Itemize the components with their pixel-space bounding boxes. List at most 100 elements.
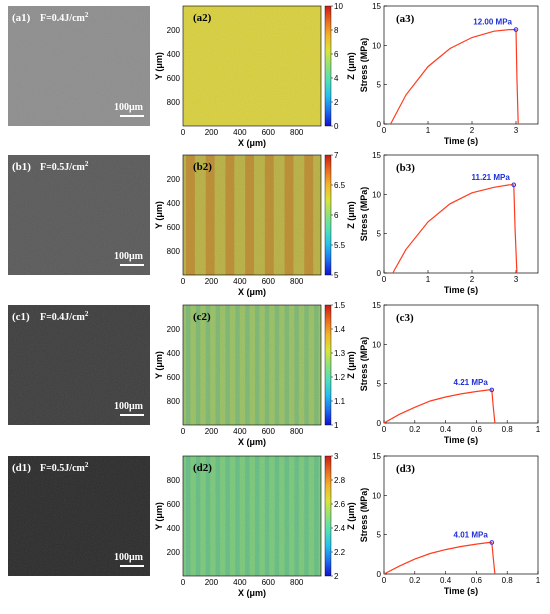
peak-value-label: 12.00 MPa xyxy=(473,18,512,27)
peak-value-label: 4.01 MPa xyxy=(454,530,489,539)
colorbar-tick-label: 2 xyxy=(334,572,339,581)
height-map-stripe xyxy=(186,305,191,425)
stress-x-axis-label: Time (s) xyxy=(444,285,478,295)
stress-plot-area xyxy=(383,455,539,575)
height-map-panel: (d2) 0 200 400 600 800 X (μm) 800 600 400 200 Y (μm… xyxy=(154,452,356,598)
map-x-tick-label: 200 xyxy=(205,578,219,587)
stress-y-axis-label: Stress (MPa) xyxy=(359,337,369,392)
sem-texture xyxy=(8,155,150,275)
map-x-tick-label: 0 xyxy=(181,427,186,436)
colorbar xyxy=(324,455,332,577)
height-map-stripe xyxy=(264,155,274,275)
height-map-stripe xyxy=(245,305,250,425)
stress-x-tick-label: 0.2 xyxy=(409,576,421,585)
scalebar xyxy=(120,115,144,117)
stress-x-tick-label: 0 xyxy=(382,576,387,585)
height-map-stripe xyxy=(225,456,230,576)
stress-panel-tag: (c3) xyxy=(396,312,414,324)
map-x-tick-label: 400 xyxy=(233,277,247,286)
stress-curve xyxy=(390,29,519,125)
sem-image-panel: (a1) F=0.4J/cm2 100μm xyxy=(8,6,150,126)
height-map-noise xyxy=(183,305,321,425)
colorbar-tick-label: 1 xyxy=(334,421,339,430)
map-x-tick-label: 200 xyxy=(205,277,219,286)
map-panel-tag: (c2) xyxy=(193,311,211,323)
height-map-stripe xyxy=(284,456,290,576)
colorbar xyxy=(324,154,332,276)
stress-y-tick-label: 5 xyxy=(377,380,382,389)
stress-plot-area xyxy=(383,154,539,274)
height-map-noise xyxy=(183,6,321,126)
colorbar xyxy=(324,304,332,426)
fluence-label: F=0.4J/cm2 xyxy=(40,11,89,24)
height-map-stripe xyxy=(255,305,260,425)
stress-x-tick-label: 0.2 xyxy=(409,425,421,434)
colorbar-tick-label: 4 xyxy=(334,74,339,83)
fluence-label: F=0.4J/cm2 xyxy=(40,310,89,323)
map-y-tick-label: 600 xyxy=(167,74,181,83)
map-x-tick-label: 800 xyxy=(290,128,304,137)
stress-plot-area xyxy=(383,5,539,125)
map-y-axis-label: Y (μm) xyxy=(154,52,164,80)
stress-y-tick-label: 0 xyxy=(377,419,382,428)
height-map-stripe xyxy=(195,456,201,576)
map-x-axis-label: X (μm) xyxy=(238,138,266,148)
stress-curve-panel: 0 1 2 3 0 5 10 15 Time (s) Stress (MPa) 11.21 MPa (… xyxy=(359,151,539,295)
peak-value-label: 11.21 MPa xyxy=(472,173,511,182)
peak-marker xyxy=(489,540,495,545)
colorbar-label: Z (μm) xyxy=(346,351,356,379)
stress-y-axis-label: Stress (MPa) xyxy=(359,187,369,242)
height-map-stripe xyxy=(284,305,290,425)
height-map-stripe xyxy=(274,305,280,425)
stress-y-tick-label: 5 xyxy=(377,81,382,90)
height-map-stripe xyxy=(215,305,221,425)
scalebar-label: 100μm xyxy=(114,251,144,262)
peak-marker xyxy=(513,27,519,32)
height-map-stripe xyxy=(255,456,260,576)
stress-x-tick-label: 0.8 xyxy=(502,576,514,585)
height-map-stripe xyxy=(225,305,230,425)
stress-y-tick-label: 15 xyxy=(372,151,381,160)
map-x-axis-label: X (μm) xyxy=(238,437,266,447)
height-map-stripe xyxy=(235,305,240,425)
stress-x-tick-label: 0 xyxy=(382,126,387,135)
map-y-tick-label: 200 xyxy=(167,175,181,184)
height-map-stripe xyxy=(235,456,240,576)
map-x-tick-label: 0 xyxy=(181,128,186,137)
sem-image-panel: (b1) F=0.5J/cm2 100μm xyxy=(8,155,150,275)
height-map-stripe xyxy=(304,456,309,576)
colorbar-tick-label: 2 xyxy=(334,98,339,107)
fluence-superscript: 2 xyxy=(85,11,89,19)
colorbar-tick-label: 2.6 xyxy=(334,500,346,509)
stress-y-tick-label: 5 xyxy=(377,531,382,540)
height-map-stripe xyxy=(294,305,299,425)
height-map-noise xyxy=(183,456,321,576)
map-y-tick-label: 600 xyxy=(167,223,181,232)
stress-curve xyxy=(383,389,496,424)
colorbar-tick-label: 6 xyxy=(334,211,339,220)
stress-y-axis-label: Stress (MPa) xyxy=(359,488,369,543)
stress-y-tick-label: 15 xyxy=(372,2,381,11)
map-y-tick-label: 200 xyxy=(167,26,181,35)
stress-curve xyxy=(383,541,496,575)
stress-x-tick-label: 3 xyxy=(514,275,519,284)
fluence-label: F=0.5J/cm2 xyxy=(40,461,89,474)
height-map-stripe xyxy=(186,456,191,576)
map-panel-tag: (d2) xyxy=(193,462,212,474)
scalebar-label: 100μm xyxy=(114,401,144,412)
stress-x-tick-label: 2 xyxy=(470,275,475,284)
colorbar-tick-label: 2.4 xyxy=(334,524,346,533)
map-x-tick-label: 600 xyxy=(262,578,276,587)
scalebar-label: 100μm xyxy=(114,102,144,113)
colorbar-tick-label: 1.5 xyxy=(334,301,346,310)
map-y-axis-label: Y (μm) xyxy=(154,201,164,229)
map-x-tick-label: 400 xyxy=(233,578,247,587)
colorbar-tick-label: 1.2 xyxy=(334,373,346,382)
stress-panel-tag: (b3) xyxy=(396,162,415,174)
colorbar-tick-label: 0 xyxy=(334,122,339,131)
sem-panel-tag: (a1) xyxy=(12,12,31,24)
scalebar-label: 100μm xyxy=(114,552,144,563)
sem-panel-tag: (d1) xyxy=(12,462,31,474)
stress-y-tick-label: 0 xyxy=(377,120,382,129)
